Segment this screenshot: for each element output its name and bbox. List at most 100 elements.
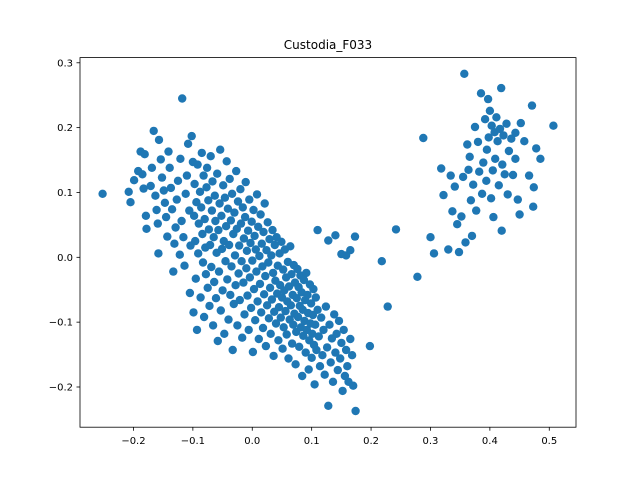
data-point	[321, 302, 331, 311]
data-point	[230, 251, 240, 260]
data-point	[236, 219, 246, 228]
data-point	[192, 325, 202, 335]
data-point	[228, 345, 237, 355]
data-point	[507, 134, 516, 143]
data-point	[255, 251, 264, 261]
data-point	[248, 347, 258, 357]
data-point	[221, 257, 230, 266]
data-point	[301, 348, 310, 357]
data-point	[470, 122, 480, 132]
y-tick-label: 0.2	[57, 123, 73, 134]
data-point	[295, 342, 304, 351]
data-point	[383, 302, 392, 311]
data-point	[207, 262, 216, 272]
data-point	[315, 362, 325, 371]
data-point	[310, 380, 319, 389]
data-point	[307, 353, 316, 362]
data-point	[163, 232, 172, 241]
data-point	[419, 133, 428, 143]
data-point	[208, 177, 217, 186]
data-point	[349, 381, 358, 390]
data-point	[189, 308, 198, 317]
data-point	[292, 294, 301, 303]
data-point	[151, 191, 160, 200]
data-point	[469, 180, 478, 189]
data-point	[207, 206, 217, 215]
data-point	[287, 339, 297, 348]
data-point	[242, 264, 251, 273]
data-point	[165, 163, 174, 172]
data-point	[222, 157, 231, 166]
data-point	[220, 193, 230, 202]
data-point	[194, 249, 203, 258]
data-point	[202, 163, 212, 172]
data-point	[339, 325, 348, 335]
data-point	[126, 198, 135, 207]
data-point	[152, 205, 161, 215]
data-point	[498, 160, 507, 169]
data-point	[464, 165, 473, 174]
data-point	[324, 236, 333, 245]
data-point	[267, 251, 276, 260]
data-point	[202, 183, 211, 192]
data-point	[189, 211, 199, 220]
data-point	[391, 225, 401, 234]
data-point	[210, 277, 219, 287]
data-point	[516, 118, 525, 128]
data-point	[147, 163, 157, 172]
data-point	[322, 343, 332, 352]
data-point	[482, 145, 492, 154]
data-point	[238, 333, 247, 342]
data-point	[497, 83, 506, 93]
data-point	[160, 198, 170, 207]
data-point	[216, 145, 225, 154]
data-point	[226, 216, 236, 225]
data-point	[201, 270, 211, 279]
data-point	[274, 303, 284, 312]
data-point	[460, 69, 469, 79]
data-point	[255, 279, 265, 289]
data-point	[252, 267, 261, 276]
x-tick-label: 0.0	[244, 436, 260, 447]
data-point	[479, 158, 488, 167]
data-point	[312, 345, 321, 355]
data-point	[313, 305, 322, 314]
data-point	[154, 249, 163, 258]
data-point	[291, 360, 300, 369]
data-point	[324, 401, 333, 410]
data-point	[328, 377, 338, 386]
plot-frame	[79, 57, 577, 428]
data-point	[234, 269, 243, 278]
data-point	[223, 275, 232, 284]
data-point	[284, 282, 294, 291]
y-tick-label: 0.3	[57, 58, 73, 69]
data-point	[444, 245, 453, 254]
data-point	[284, 354, 293, 363]
data-point	[245, 195, 254, 204]
data-point	[320, 370, 329, 379]
data-point	[270, 240, 279, 250]
data-point	[187, 131, 196, 141]
data-point	[504, 146, 514, 156]
x-tick-label: −0.2	[121, 436, 145, 447]
data-point	[250, 231, 259, 241]
data-point	[289, 320, 298, 329]
data-point	[332, 329, 341, 338]
data-point	[214, 267, 224, 276]
data-point	[138, 170, 147, 179]
data-point	[242, 246, 252, 255]
data-point	[197, 148, 206, 158]
data-point	[251, 316, 260, 325]
data-point	[494, 181, 503, 190]
data-point	[124, 187, 133, 196]
data-point	[239, 234, 249, 243]
data-point	[260, 199, 269, 208]
data-point	[259, 290, 269, 299]
data-point	[211, 294, 221, 303]
data-point	[346, 334, 355, 344]
data-point	[493, 137, 502, 146]
data-point	[527, 101, 537, 110]
data-point	[341, 345, 351, 355]
data-point	[194, 219, 203, 228]
data-point	[311, 320, 320, 329]
